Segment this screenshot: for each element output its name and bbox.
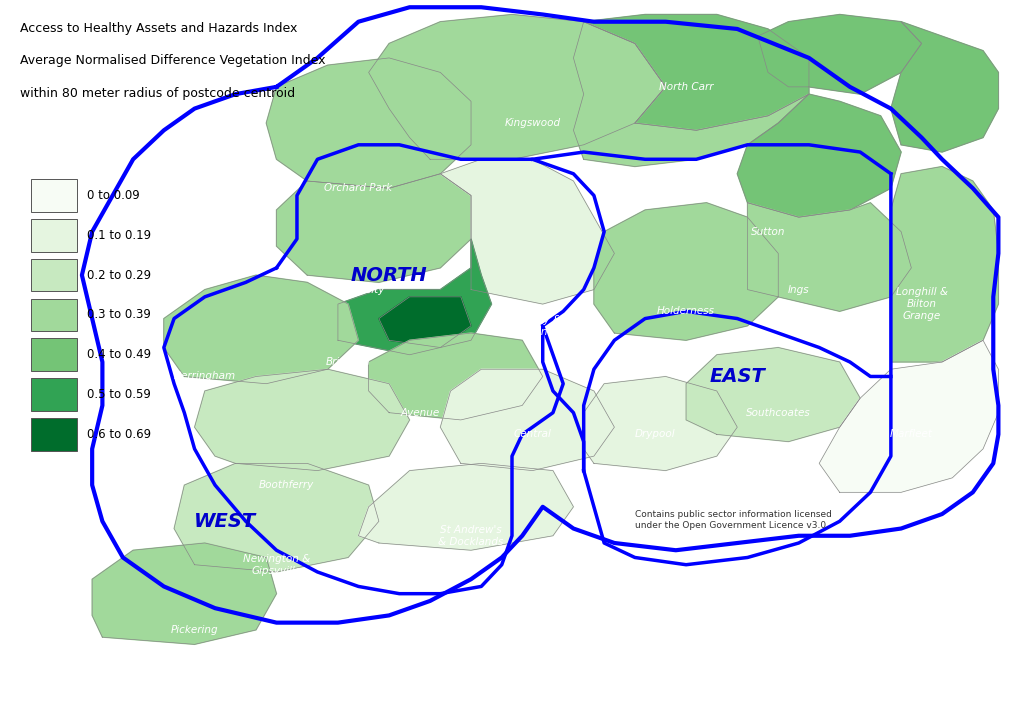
- Polygon shape: [758, 14, 922, 94]
- Polygon shape: [891, 167, 998, 362]
- Text: Average Normalised Difference Vegetation Index: Average Normalised Difference Vegetation…: [20, 54, 326, 67]
- Polygon shape: [440, 369, 614, 471]
- Polygon shape: [92, 543, 276, 644]
- Text: 0.3 to 0.39: 0.3 to 0.39: [87, 308, 151, 321]
- Text: Longhill &
Bilton
Grange: Longhill & Bilton Grange: [896, 287, 947, 321]
- Text: 0.5 to 0.59: 0.5 to 0.59: [87, 388, 151, 401]
- FancyBboxPatch shape: [31, 379, 77, 411]
- Polygon shape: [737, 94, 901, 217]
- Text: WEST: WEST: [195, 512, 256, 531]
- Polygon shape: [266, 58, 471, 188]
- Text: 0 to 0.09: 0 to 0.09: [87, 189, 140, 202]
- Text: Derringham: Derringham: [174, 371, 236, 382]
- Text: Access to Healthy Assets and Hazards Index: Access to Healthy Assets and Hazards Ind…: [20, 22, 298, 35]
- Polygon shape: [891, 22, 998, 152]
- Text: Boothferry: Boothferry: [259, 480, 314, 490]
- Text: Holderness: Holderness: [657, 306, 715, 316]
- Text: St Andrew's
& Docklands: St Andrew's & Docklands: [438, 525, 504, 547]
- Text: Southcoates: Southcoates: [745, 408, 811, 418]
- Text: Ings: Ings: [787, 285, 810, 295]
- Polygon shape: [594, 203, 778, 340]
- Polygon shape: [164, 275, 358, 384]
- Polygon shape: [195, 369, 410, 471]
- Text: Sutton: Sutton: [751, 227, 785, 237]
- Polygon shape: [573, 22, 809, 167]
- Polygon shape: [369, 333, 543, 420]
- Polygon shape: [369, 14, 666, 159]
- Text: West Carr: West Carr: [620, 176, 671, 186]
- Text: Contains public sector information licensed
under the Open Government Licence v3: Contains public sector information licen…: [635, 510, 831, 530]
- Polygon shape: [358, 463, 573, 550]
- Polygon shape: [748, 203, 911, 311]
- Text: 0.4 to 0.49: 0.4 to 0.49: [87, 348, 152, 361]
- Text: Kingswood: Kingswood: [505, 118, 560, 128]
- FancyBboxPatch shape: [31, 258, 77, 291]
- FancyBboxPatch shape: [31, 219, 77, 252]
- Text: North Carr: North Carr: [658, 82, 714, 92]
- Text: Avenue: Avenue: [400, 408, 439, 418]
- Polygon shape: [584, 376, 737, 471]
- Polygon shape: [338, 239, 492, 355]
- Text: NORTH: NORTH: [351, 266, 427, 285]
- Text: 0.1 to 0.19: 0.1 to 0.19: [87, 229, 152, 242]
- Polygon shape: [819, 340, 998, 492]
- Text: Marfleet: Marfleet: [890, 429, 933, 439]
- FancyBboxPatch shape: [31, 339, 77, 371]
- Text: Orchard Park: Orchard Park: [325, 183, 392, 193]
- Text: Newington &
Gipsyville: Newington & Gipsyville: [243, 554, 310, 576]
- Text: 0.2 to 0.29: 0.2 to 0.29: [87, 269, 152, 282]
- FancyBboxPatch shape: [31, 418, 77, 450]
- Polygon shape: [379, 297, 471, 348]
- Text: Drypool: Drypool: [635, 429, 676, 439]
- FancyBboxPatch shape: [31, 298, 77, 332]
- Text: Central: Central: [514, 429, 551, 439]
- Text: Beverley &
Newland: Beverley & Newland: [504, 315, 561, 337]
- Polygon shape: [276, 174, 471, 282]
- Text: Pickering: Pickering: [171, 625, 218, 635]
- FancyBboxPatch shape: [31, 179, 77, 211]
- Polygon shape: [686, 348, 860, 442]
- Text: 0.6 to 0.69: 0.6 to 0.69: [87, 428, 152, 441]
- Polygon shape: [440, 159, 614, 304]
- Text: EAST: EAST: [710, 367, 765, 386]
- Polygon shape: [584, 14, 809, 130]
- Text: Bricknell: Bricknell: [326, 357, 371, 367]
- Text: University: University: [332, 285, 385, 295]
- Polygon shape: [174, 463, 379, 572]
- Text: within 80 meter radius of postcode centroid: within 80 meter radius of postcode centr…: [20, 87, 296, 100]
